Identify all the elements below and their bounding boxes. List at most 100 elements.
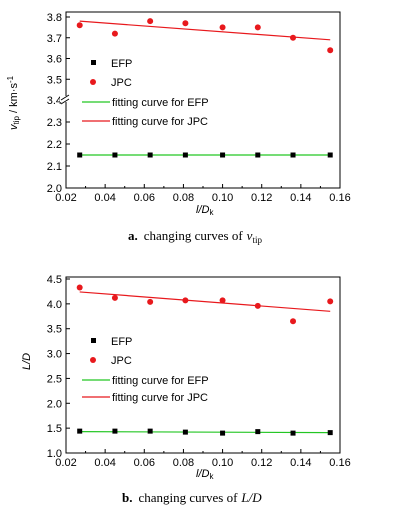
efp-point — [147, 428, 153, 434]
jpc-point — [111, 294, 118, 301]
x-tick-label: 0.16 — [329, 192, 350, 204]
y-tick-label: 4.5 — [47, 274, 62, 286]
jpc-point — [219, 24, 226, 31]
axis-break-mark — [60, 98, 70, 105]
y-tick-label: 2.1 — [47, 161, 62, 173]
y-tick-label: 2.5 — [47, 373, 62, 385]
jpc-point — [76, 22, 83, 29]
legend-label-fit-jpc: fitting curve for JPC — [112, 116, 208, 128]
y-tick-label: 3.8 — [47, 12, 62, 24]
legend-label-jpc: JPC — [111, 355, 132, 367]
efp-point — [182, 429, 188, 435]
chart-a-fit-lines — [79, 20, 331, 156]
chart-b-plot-frame — [65, 276, 341, 454]
y-tick-label: 3.5 — [47, 74, 62, 86]
fit-line-jpc — [79, 20, 331, 41]
jpc-point — [254, 302, 261, 309]
x-tick-label: 0.12 — [251, 457, 272, 469]
legend-marker-jpc — [90, 79, 96, 85]
chart-a-points — [76, 18, 334, 158]
efp-point — [182, 152, 188, 158]
x-tick-label: 0.06 — [134, 457, 155, 469]
jpc-point — [327, 47, 334, 54]
legend-label-efp: EFP — [111, 336, 132, 348]
x-tick-label: 0.04 — [94, 192, 115, 204]
efp-point — [290, 430, 296, 436]
efp-point — [290, 152, 296, 158]
chart-a-caption: a. changing curves of vtip — [128, 228, 262, 245]
legend-label-efp: EFP — [111, 58, 132, 70]
y-tick-label: 1.0 — [47, 448, 62, 460]
chart-a-x-label: l/Dk — [196, 204, 214, 217]
jpc-point — [147, 18, 154, 25]
x-tick-label: 0.14 — [290, 457, 311, 469]
y-tick-label: 3.0 — [47, 349, 62, 361]
chart-b-caption: b. changing curves of L/D — [122, 490, 262, 505]
x-tick-label: 0.02 — [55, 457, 76, 469]
chart-b-legend: EFP JPC fitting curve for EFP fitting cu… — [82, 336, 209, 404]
x-tick-label: 0.10 — [212, 457, 233, 469]
chart-a-y-label: vtip / km·s-1 — [6, 75, 21, 130]
efp-point — [77, 428, 83, 434]
y-tick-label: 1.5 — [47, 423, 62, 435]
legend-label-fit-efp: fitting curve for EFP — [112, 375, 209, 387]
x-tick-label: 0.16 — [329, 457, 350, 469]
x-tick-label: 0.10 — [212, 192, 233, 204]
legend-marker-jpc — [90, 357, 96, 363]
chart-a-legend: EFP JPC fitting curve for EFP fitting cu… — [82, 58, 209, 128]
efp-point — [220, 430, 226, 436]
y-tick-label: 2.2 — [47, 139, 62, 151]
efp-point — [327, 152, 333, 158]
efp-point — [112, 152, 118, 158]
x-tick-label: 0.08 — [173, 457, 194, 469]
legend-marker-efp — [91, 338, 96, 343]
x-tick-label: 0.08 — [173, 192, 194, 204]
jpc-point — [182, 297, 189, 304]
chart-b-y-ticks: 1.0 1.5 2.0 2.5 3.0 3.5 4.0 4.5 — [47, 274, 70, 460]
efp-point — [77, 152, 83, 158]
chart-a-x-ticks: 0.02 0.04 0.06 0.08 0.10 0.12 0.14 0.16 — [55, 184, 351, 204]
y-tick-label: 4.0 — [47, 299, 62, 311]
y-tick-label: 3.5 — [47, 324, 62, 336]
legend-marker-efp — [91, 60, 96, 65]
jpc-point — [76, 284, 83, 291]
efp-point — [255, 152, 261, 158]
y-tick-label: 3.7 — [47, 33, 62, 45]
efp-point — [255, 429, 261, 435]
chart-b-points — [76, 284, 334, 436]
jpc-point — [219, 297, 226, 304]
legend-label-fit-efp: fitting curve for EFP — [112, 97, 209, 109]
fit-line-efp — [79, 431, 331, 434]
x-tick-label: 0.04 — [94, 457, 115, 469]
efp-point — [327, 430, 333, 436]
chart-b-x-ticks: 0.02 0.04 0.06 0.08 0.10 0.12 0.14 0.16 — [55, 449, 351, 469]
x-tick-label: 0.02 — [55, 192, 76, 204]
x-tick-label: 0.06 — [134, 192, 155, 204]
chart-a-y-ticks: 3.4 3.5 3.6 3.7 3.8 2.0 2.1 2.2 2.3 — [47, 12, 70, 195]
efp-point — [147, 152, 153, 158]
chart-b-fit-lines — [79, 291, 331, 434]
efp-point — [112, 428, 118, 434]
jpc-point — [147, 298, 154, 305]
jpc-point — [327, 298, 334, 305]
legend-label-jpc: JPC — [111, 77, 132, 89]
jpc-point — [290, 34, 297, 41]
chart-b-x-label: l/Dk — [196, 468, 214, 481]
jpc-point — [111, 30, 118, 37]
y-tick-label: 2.3 — [47, 117, 62, 129]
jpc-point — [254, 24, 261, 31]
y-tick-label: 2.0 — [47, 183, 62, 195]
axis-break-mark — [60, 94, 70, 101]
legend-label-fit-jpc: fitting curve for JPC — [112, 392, 208, 404]
x-tick-label: 0.14 — [290, 192, 311, 204]
jpc-point — [290, 318, 297, 325]
efp-point — [220, 152, 226, 158]
chart-b: 0.02 0.04 0.06 0.08 0.10 0.12 0.14 0.16 1.0 1.5 2… — [21, 274, 351, 505]
chart-a-axis-break — [60, 94, 72, 105]
jpc-point — [182, 20, 189, 27]
fit-line-jpc — [79, 291, 331, 312]
y-tick-label: 2.0 — [47, 398, 62, 410]
chart-b-y-label: L/D — [21, 353, 33, 370]
y-tick-label: 3.6 — [47, 54, 62, 66]
